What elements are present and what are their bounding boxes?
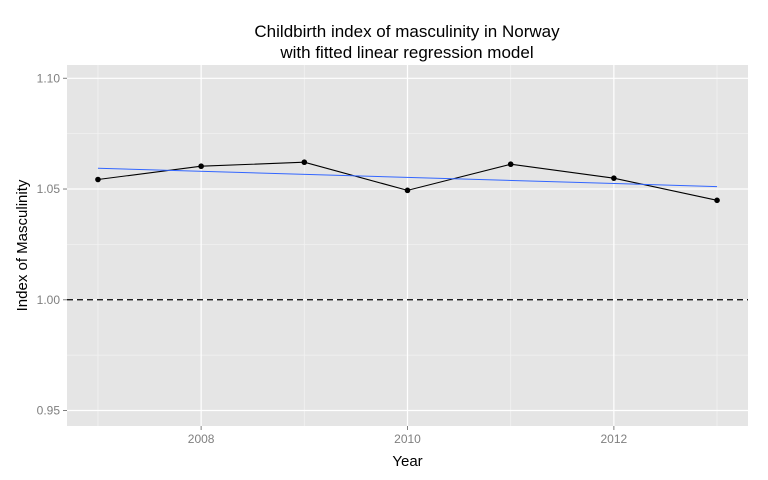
chart-title-line-2: with fitted linear regression model (280, 43, 534, 62)
x-tick-label: 2012 (601, 432, 628, 446)
y-tick-label: 1.10 (37, 71, 61, 85)
y-tick-label: 1.05 (37, 182, 61, 196)
data-point (95, 176, 101, 183)
data-point (507, 161, 514, 168)
x-tick-label: 2008 (188, 432, 215, 446)
y-tick-label: 1.00 (37, 293, 61, 307)
x-axis: 2008 2010 2012 (188, 426, 628, 446)
y-axis-title: Index of Masculinity (14, 179, 31, 311)
data-point (301, 159, 308, 166)
series-layer (95, 159, 720, 204)
chart-title-line-1: Childbirth index of masculinity in Norwa… (254, 22, 560, 41)
data-point (611, 175, 617, 181)
y-axis: 0.95 1.00 1.05 1.10 (37, 71, 67, 417)
data-point (714, 197, 720, 204)
x-axis-title: Year (392, 453, 422, 470)
y-tick-label: 0.95 (37, 403, 61, 417)
data-point (198, 163, 204, 170)
regression-line (97, 167, 718, 188)
data-point (404, 187, 411, 194)
x-tick-label: 2010 (394, 432, 421, 446)
